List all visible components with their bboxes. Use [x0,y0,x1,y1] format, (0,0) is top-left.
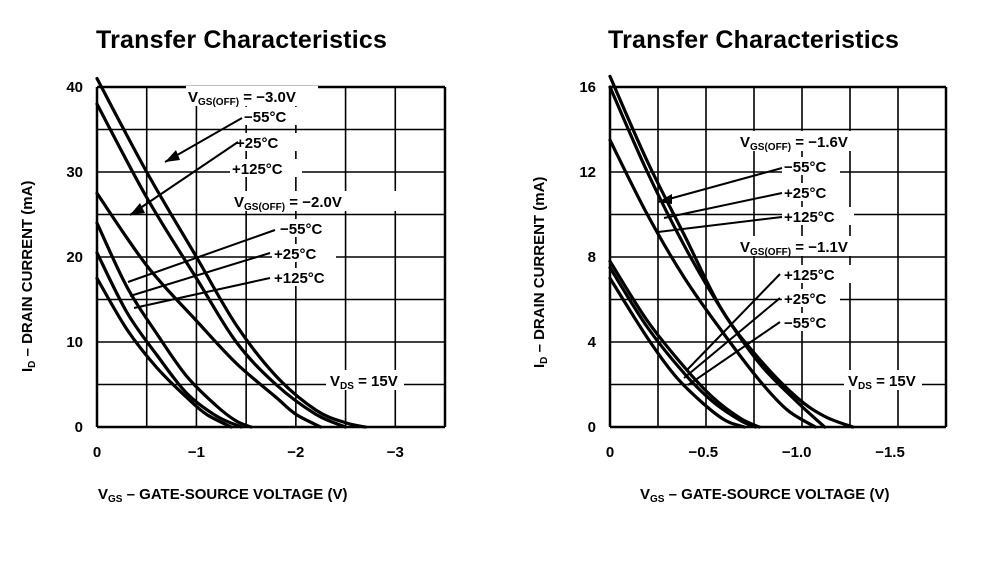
x-tick-label: −3 [387,444,404,461]
x-axis-label: VGS – GATE-SOURCE VOLTAGE (V) [640,486,889,505]
annotation-arrows [127,117,276,309]
annotation-arrows [657,167,783,386]
tick-labels: 0 −1 −2 −3 0 10 20 30 40 [66,79,404,461]
transfer-curve-2 [95,102,348,429]
temp-label: +25°C [274,246,316,263]
temp-label: −55°C [244,109,286,126]
transfer-curve-4 [608,259,761,429]
transfer-curve-1 [95,76,368,429]
temp-label: +125°C [784,209,835,226]
vds-label: VDS = 15V [330,373,398,392]
transfer-curve-6 [95,276,233,429]
temp-label: +125°C [784,267,835,284]
curves [95,76,368,429]
tick-labels: 0 −0.5 −1.0 −1.5 0 4 8 12 16 [579,79,905,461]
y-tick-label: 20 [66,249,83,266]
x-tick-label: −2 [287,444,304,461]
temp-label: −55°C [784,159,826,176]
x-tick-label: −1.5 [875,444,905,461]
y-tick-label: 12 [579,164,596,181]
y-tick-label: 40 [66,79,83,96]
curves [608,74,855,429]
chart-title: Transfer Characteristics [96,26,388,54]
vds-label: VDS = 15V [848,373,916,392]
temp-label: +25°C [784,291,826,308]
y-tick-label: 16 [579,79,596,96]
transfer-curve-3 [95,191,323,429]
temp-label: +125°C [232,161,283,178]
y-tick-label: 0 [75,419,83,436]
vgsoff-label-2: VGS(OFF) = −1.1V [740,239,848,258]
y-tick-label: 8 [588,249,596,266]
vgsoff-label-1: VGS(OFF) = −1.6V [740,134,848,153]
x-tick-label: −1 [188,444,205,461]
y-tick-label: 4 [588,334,597,351]
temp-label: +125°C [274,270,325,287]
temp-label: −55°C [280,221,322,238]
x-tick-label: −0.5 [689,444,719,461]
x-tick-label: 0 [93,444,101,461]
chart-panel-left: Transfer Characteristics 0 −1 −2 −3 0 10 20 30 4… [19,26,447,505]
chart-panel-right: Transfer Characteristics 0 −0.5 −1.0 −1.5 0 4… [500,0,1000,584]
y-axis-label: ID – DRAIN CURRENT (mA) [531,177,550,368]
vgsoff-label-2: VGS(OFF) = −2.0V [234,194,342,213]
temp-label: −55°C [784,315,826,332]
y-axis-label: ID – DRAIN CURRENT (mA) [19,181,38,372]
y-tick-label: 30 [66,164,83,181]
transfer-curve-6 [608,276,746,429]
transfer-curve-5 [608,266,758,429]
temp-label: +25°C [236,135,278,152]
transfer-curve-4 [95,221,253,429]
transfer-curve-3 [608,138,817,429]
temp-label: +25°C [784,185,826,202]
transfer-chart-right: 0 −0.5 −1.0 −1.5 0 4 8 12 16 VGS(OFF) = −1.6V −5… [531,74,948,505]
x-tick-label: −1.0 [782,444,812,461]
y-tick-label: 10 [66,334,83,351]
transfer-curve-2 [608,85,827,429]
y-tick-label: 0 [588,419,596,436]
chart-title: Transfer Characteristics [608,26,900,54]
transfer-curve-5 [95,251,243,429]
x-axis-label: VGS – GATE-SOURCE VOLTAGE (V) [98,486,347,505]
x-tick-label: 0 [606,444,614,461]
vgsoff-label-1: VGS(OFF) = −3.0V [188,89,296,108]
